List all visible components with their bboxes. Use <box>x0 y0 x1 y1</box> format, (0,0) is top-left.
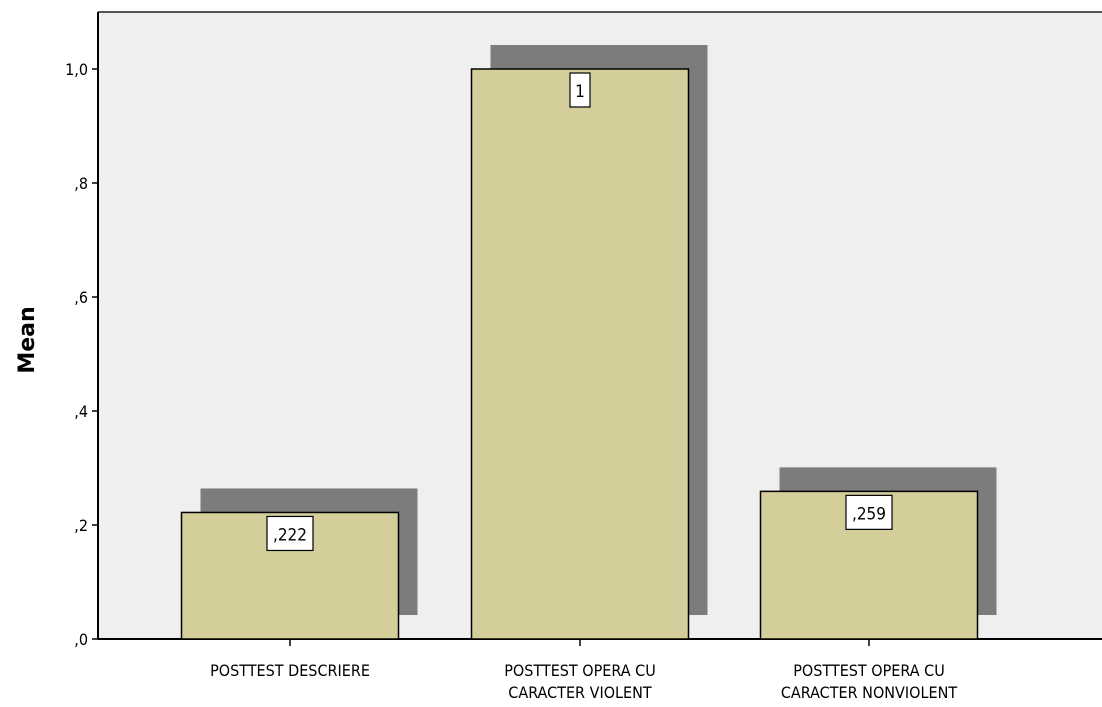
x-tick-label: POSTTEST OPERA CU <box>793 661 945 680</box>
value-label-box <box>569 72 591 108</box>
x-tick-label: POSTTEST DESCRIERE <box>210 661 370 680</box>
value-label: 1 <box>575 82 585 102</box>
x-tick-label: POSTTEST OPERA CU <box>504 661 656 680</box>
x-tick-label: CARACTER NONVIOLENT <box>781 683 957 702</box>
value-label: ,222 <box>273 525 307 545</box>
y-tick-label: ,6 <box>74 288 88 307</box>
y-tick-label: ,8 <box>74 174 88 193</box>
value-label-box <box>845 494 893 530</box>
value-label: ,259 <box>852 504 886 524</box>
bar <box>470 68 690 640</box>
y-axis-title: Mean <box>15 306 40 373</box>
y-tick-label: ,4 <box>74 402 88 421</box>
value-label-box <box>266 515 314 552</box>
x-tick-label: CARACTER VIOLENT <box>508 683 652 702</box>
y-tick-label: 1,0 <box>65 60 88 79</box>
y-tick-label: ,2 <box>74 516 88 535</box>
y-tick-label: ,0 <box>74 630 88 649</box>
